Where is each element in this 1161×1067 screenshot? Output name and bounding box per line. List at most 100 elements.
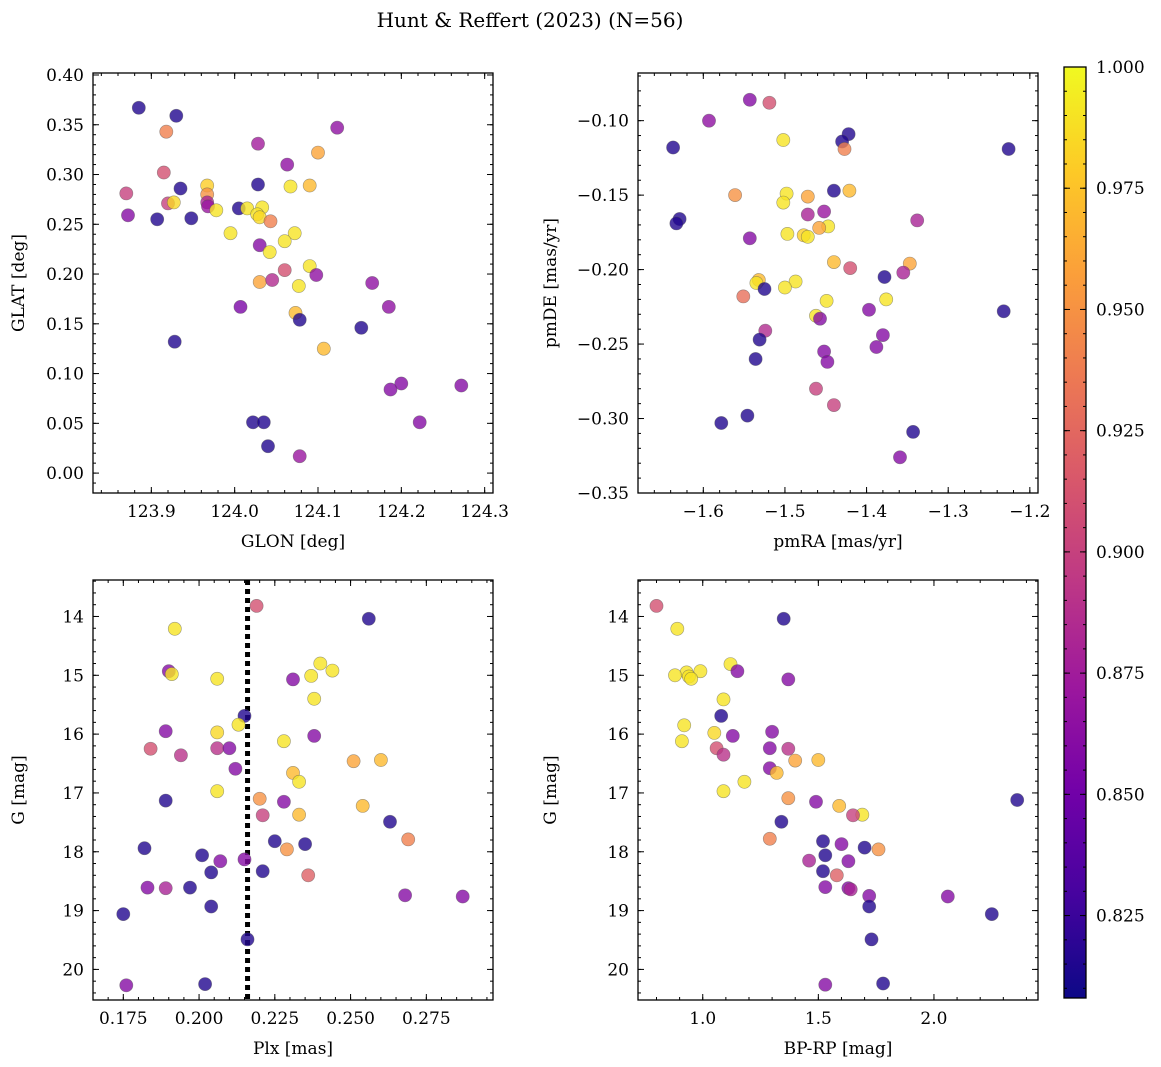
data-point — [742, 231, 757, 246]
data-point — [263, 214, 278, 229]
data-point — [173, 181, 188, 196]
data-point — [781, 791, 796, 806]
data-point — [841, 854, 856, 869]
data-point — [693, 664, 708, 679]
x-tick-label: −1.3 — [928, 502, 969, 522]
data-point — [670, 621, 685, 636]
data-point — [346, 754, 361, 769]
data-point — [677, 718, 692, 733]
data-point — [707, 726, 722, 740]
data-point — [167, 334, 182, 349]
data-point — [455, 889, 470, 904]
y-tick-label: 0.00 — [46, 464, 84, 484]
data-point — [737, 774, 752, 789]
data-point — [131, 100, 146, 115]
data-point — [668, 668, 682, 683]
y-tick-label: 20 — [607, 960, 629, 980]
data-point — [292, 449, 307, 464]
data-point — [716, 784, 731, 799]
y-tick-label: 0.30 — [46, 166, 84, 186]
scatter-points — [666, 92, 1016, 465]
panel-position: 123.9 124.0 124.1 124.2 124.3 0.00 0.05 0.10 0.1… — [9, 66, 509, 552]
y-tick-label: 19 — [607, 902, 629, 922]
y-tick-label: −0.35 — [577, 484, 629, 504]
y-axis-label: GLAT [deg] — [9, 234, 29, 332]
data-point — [818, 880, 833, 894]
x-axis-label: Plx [mas] — [253, 1039, 333, 1059]
data-point — [298, 837, 312, 851]
data-point — [283, 179, 298, 194]
colorbar-tick-label: 0.850 — [1096, 785, 1145, 805]
data-point — [119, 978, 134, 993]
data-point — [223, 226, 238, 241]
data-point — [812, 220, 827, 235]
data-point — [716, 692, 731, 707]
colorbar-tick-label: 0.950 — [1096, 300, 1145, 320]
y-tick-label: −0.10 — [577, 112, 629, 132]
y-tick-label: 19 — [62, 902, 84, 922]
data-point — [361, 611, 376, 626]
data-point — [276, 734, 291, 749]
data-point — [277, 263, 292, 277]
data-point — [728, 188, 742, 202]
data-point — [309, 268, 324, 282]
y-axis-label: pmDE [mas/yr] — [541, 218, 561, 348]
data-point — [788, 274, 803, 289]
data-point — [762, 95, 777, 110]
y-tick-label: 18 — [62, 843, 84, 863]
data-point — [401, 832, 416, 847]
data-point — [252, 791, 267, 806]
axis-ticks — [93, 73, 493, 494]
x-tick-label: 0.250 — [326, 1009, 375, 1029]
x-tick-label: 124.1 — [294, 502, 343, 522]
data-point — [265, 273, 280, 287]
data-point — [304, 669, 319, 683]
axis-ticks — [637, 73, 1038, 494]
data-point — [252, 275, 267, 289]
y-tick-label: 0.40 — [46, 66, 84, 86]
data-point — [714, 416, 729, 430]
axis-ticks — [638, 580, 1038, 1000]
data-point — [714, 709, 729, 723]
data-point — [730, 664, 745, 679]
y-tick-label: 16 — [607, 725, 629, 745]
data-point — [877, 270, 892, 284]
y-tick-label: 0.15 — [46, 315, 84, 335]
colorbar-tick-label: 0.925 — [1096, 422, 1145, 442]
data-point — [774, 814, 789, 829]
colorbar-ticks: 0.825 0.850 0.875 0.900 0.925 0.950 0.975 1.000 — [1064, 58, 1145, 989]
data-point — [725, 729, 740, 743]
y-tick-label: −0.30 — [577, 410, 629, 430]
data-point — [800, 189, 815, 204]
data-point — [280, 157, 295, 172]
colorbar-tick-label: 0.975 — [1096, 179, 1145, 199]
data-point — [262, 245, 277, 259]
data-point — [837, 142, 852, 156]
x-axis-label: GLON [deg] — [241, 532, 345, 552]
data-point — [121, 208, 135, 223]
data-point — [210, 741, 225, 756]
data-point — [811, 753, 826, 767]
data-point — [143, 741, 158, 756]
data-point — [996, 304, 1011, 319]
data-point — [843, 261, 858, 275]
data-point — [762, 741, 777, 756]
data-point — [167, 621, 182, 636]
data-point — [158, 793, 173, 808]
x-tick-label: 2.0 — [920, 1009, 947, 1029]
data-point — [204, 865, 219, 880]
data-point — [788, 753, 803, 768]
data-point — [876, 328, 890, 342]
x-tick-label: 1.5 — [805, 1009, 832, 1029]
data-point — [398, 888, 412, 903]
panel-color-magnitude: 1.0 1.5 2.0 14 15 16 17 18 19 20 BP-RP [mag] G [mag… — [541, 579, 1039, 1059]
data-point — [769, 766, 784, 780]
data-point — [237, 852, 252, 867]
data-point — [210, 671, 225, 686]
data-point — [716, 747, 731, 762]
data-point — [373, 753, 388, 767]
data-point — [292, 807, 306, 822]
data-point — [381, 299, 396, 314]
data-point — [684, 671, 699, 686]
y-axis-label: G [mag] — [9, 755, 29, 824]
